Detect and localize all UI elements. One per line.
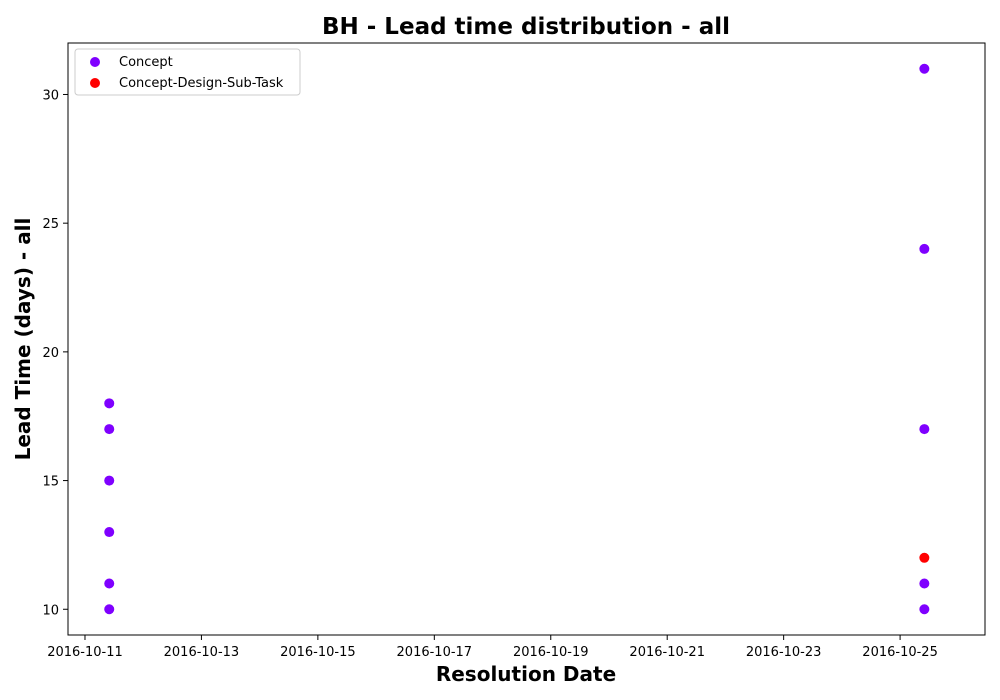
legend-label-concept-design-sub-task: Concept-Design-Sub-Task <box>119 76 284 91</box>
data-point <box>104 527 115 538</box>
y-axis-ticks: 10 15 20 25 30 <box>42 88 68 618</box>
data-point <box>104 475 115 486</box>
x-tick-label: 2016-10-25 <box>862 645 938 660</box>
x-tick-label: 2016-10-23 <box>746 645 822 660</box>
x-tick-label: 2016-10-11 <box>47 645 123 660</box>
legend-box <box>74 48 301 96</box>
y-tick-label: 25 <box>42 217 59 232</box>
plot-frame <box>67 42 986 636</box>
data-point <box>919 424 930 435</box>
x-tick-label: 2016-10-13 <box>164 645 240 660</box>
y-tick-label: 10 <box>42 603 59 618</box>
plot-points <box>104 63 930 615</box>
legend-label-concept: Concept <box>119 55 173 70</box>
data-point <box>104 578 115 589</box>
x-tick-label: 2016-10-21 <box>629 645 705 660</box>
y-axis-label: Lead Time (days) - all <box>11 218 35 461</box>
x-tick-label: 2016-10-17 <box>397 645 473 660</box>
y-tick-label: 15 <box>42 475 59 490</box>
data-point <box>919 552 930 563</box>
legend-marker-concept <box>90 57 100 67</box>
data-point <box>919 243 930 254</box>
series-0 <box>104 63 930 615</box>
data-point <box>919 578 930 589</box>
data-point <box>104 604 115 615</box>
legend-marker-concept-design-sub-task <box>90 78 100 88</box>
x-axis-label: Resolution Date <box>436 662 616 686</box>
y-tick-label: 20 <box>42 346 59 361</box>
data-point <box>104 424 115 435</box>
x-tick-label: 2016-10-19 <box>513 645 589 660</box>
legend: Concept Concept-Design-Sub-Task <box>74 48 301 96</box>
chart-title: BH - Lead time distribution - all <box>322 14 730 40</box>
x-axis-ticks: 2016-10-11 2016-10-13 2016-10-15 2016-10-17… <box>47 635 938 660</box>
data-point <box>919 63 930 74</box>
data-point <box>919 604 930 615</box>
x-tick-label: 2016-10-15 <box>280 645 356 660</box>
series-1 <box>919 552 930 563</box>
data-point <box>104 398 115 409</box>
y-tick-label: 30 <box>42 88 59 103</box>
